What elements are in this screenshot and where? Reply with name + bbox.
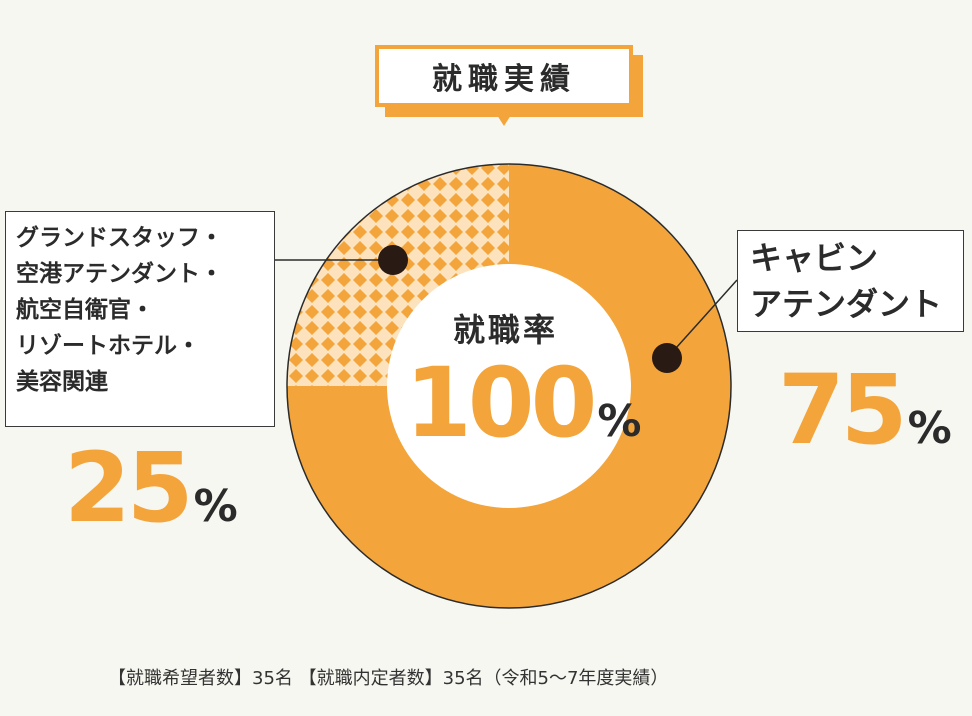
slice-value-number: 75: [778, 354, 908, 466]
slice-label-line: キャビン: [750, 239, 879, 277]
slice-label-line: 空港アテンダント・: [16, 261, 223, 287]
leader-line: [666, 279, 738, 359]
center-label: 就職率: [452, 311, 558, 349]
slice-value-unit: %: [907, 403, 952, 454]
center-value-unit: %: [597, 396, 642, 447]
donut-outline: [286, 163, 732, 609]
chart-title: 就職実績: [375, 45, 633, 107]
slice-label-other: グランドスタッフ・ 空港アテンダント・ 航空自衛官・ リゾートホテル・ 美容関連: [5, 211, 275, 427]
center-value: 100%: [405, 355, 641, 451]
slice-label-line: 航空自衛官・: [16, 297, 154, 323]
center-value-number: 100: [405, 347, 597, 459]
leader-lines: [275, 245, 738, 373]
slice-value-unit: %: [193, 481, 238, 532]
slice-label-cabin-attendant: キャビン アテンダント: [737, 230, 964, 332]
slice-value-cabin-attendant: 75%: [778, 362, 952, 458]
title-pointer: [490, 104, 518, 126]
slice-label-line: アテンダント: [750, 285, 943, 323]
slice-value-other: 25%: [64, 440, 238, 536]
slice-label-line: 美容関連: [16, 369, 108, 395]
slice-label-line: グランドスタッフ・: [16, 225, 223, 251]
slice-label-line: リゾートホテル・: [16, 333, 200, 359]
slice-value-number: 25: [64, 432, 194, 544]
donut-hole: [387, 264, 631, 508]
leader-dot: [378, 245, 408, 275]
leader-dot: [652, 343, 682, 373]
footnote: 【就職希望者数】35名 【就職内定者数】35名（令和5〜7年度実績）: [108, 668, 669, 689]
